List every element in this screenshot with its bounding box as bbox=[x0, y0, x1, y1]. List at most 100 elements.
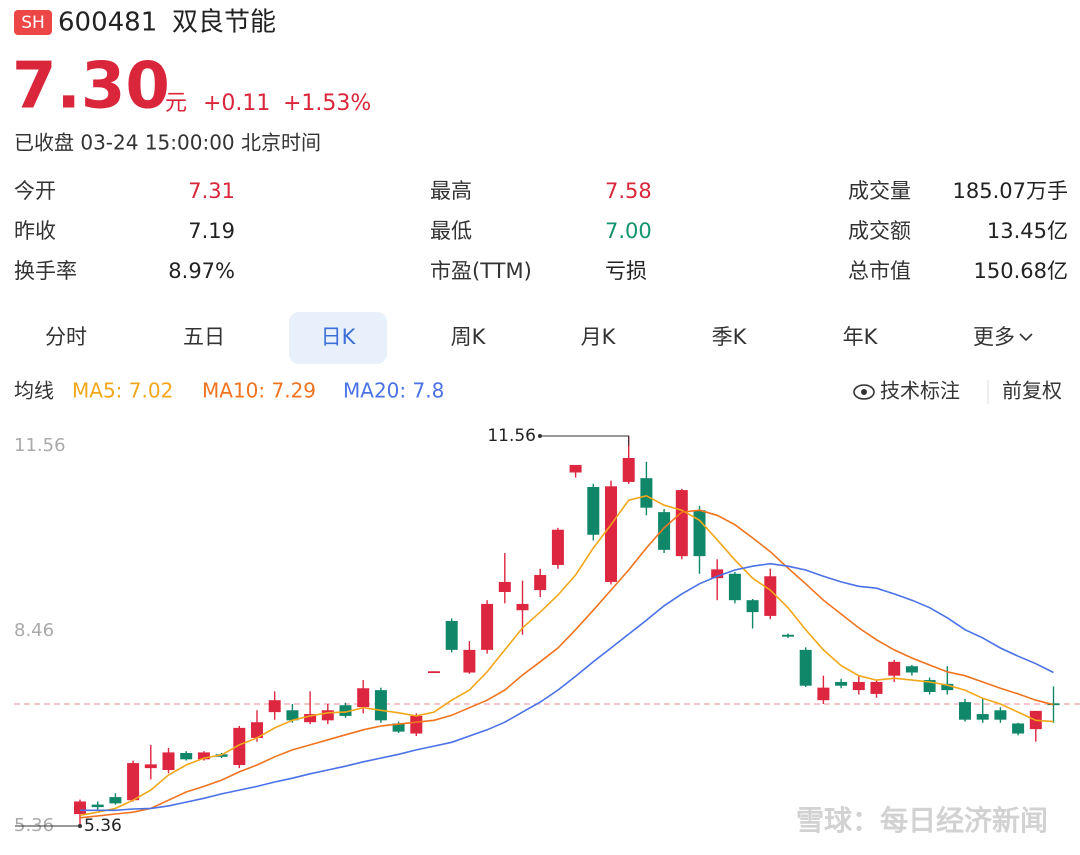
candle-body bbox=[233, 727, 246, 765]
price-change-pct: +1.53% bbox=[283, 91, 371, 116]
watermark: 雪球：每日经济新闻 bbox=[796, 804, 1048, 837]
candle-body bbox=[905, 666, 918, 673]
candle-body bbox=[268, 700, 281, 713]
candle-body bbox=[605, 486, 617, 582]
y-tick-label: 8.46 bbox=[14, 620, 54, 641]
stat-value: 13.45亿 bbox=[987, 219, 1068, 243]
tab[interactable]: 五日 bbox=[183, 325, 225, 349]
legend-title: 均线 bbox=[14, 379, 54, 403]
stat-value: 8.97% bbox=[168, 259, 235, 283]
stock-name: 双良节能 bbox=[172, 8, 276, 38]
candle-body bbox=[498, 581, 511, 592]
candle-body bbox=[888, 661, 901, 676]
ma-line bbox=[79, 494, 1054, 817]
candle-body bbox=[251, 722, 263, 738]
candle-body bbox=[658, 512, 671, 550]
stat-value: 185.07万手 bbox=[953, 179, 1068, 203]
tab[interactable]: 更多 bbox=[973, 325, 1015, 349]
candle-body bbox=[374, 690, 387, 721]
eye-icon bbox=[853, 384, 875, 400]
stat-value: 7.31 bbox=[188, 179, 235, 203]
candle-body bbox=[304, 714, 317, 723]
candle-body bbox=[428, 671, 440, 674]
candle-body bbox=[180, 753, 193, 760]
stat-label: 市盈(TTM) bbox=[430, 259, 532, 283]
stat-label: 昨收 bbox=[14, 219, 56, 243]
candle-body bbox=[976, 714, 989, 720]
price-unit: 元 bbox=[165, 91, 187, 116]
more-chevron bbox=[1019, 333, 1033, 342]
min-dot bbox=[78, 824, 82, 828]
candle-body bbox=[782, 634, 794, 637]
tab[interactable]: 分时 bbox=[45, 325, 87, 349]
candle-body bbox=[339, 705, 352, 716]
stat-value: 亏损 bbox=[605, 259, 647, 283]
exchange-badge bbox=[14, 10, 52, 35]
candle-body bbox=[569, 464, 582, 473]
price-change: +0.11 bbox=[203, 91, 270, 116]
candle-body bbox=[410, 715, 423, 734]
candle-body bbox=[392, 723, 405, 732]
stat-value: 150.68亿 bbox=[974, 259, 1068, 283]
candle-body bbox=[197, 752, 210, 760]
max-label: 11.56 bbox=[487, 426, 536, 446]
stat-label: 成交额 bbox=[848, 219, 911, 243]
tab[interactable]: 日K bbox=[321, 325, 357, 349]
adjust-label[interactable]: 前复权 bbox=[1002, 379, 1062, 403]
tab[interactable]: 年K bbox=[843, 325, 879, 349]
stat-value: 7.19 bbox=[188, 219, 235, 243]
status: 已收盘 03-24 15:00:00 北京时间 bbox=[14, 131, 321, 155]
candle-body bbox=[923, 680, 936, 693]
candle-body bbox=[162, 752, 175, 771]
candle-body bbox=[640, 478, 653, 508]
stock-code: 600481 bbox=[58, 8, 157, 38]
stat-value: 7.58 bbox=[605, 179, 652, 203]
candle-body bbox=[144, 764, 157, 769]
stat-label: 成交量 bbox=[848, 179, 911, 203]
candle-body bbox=[551, 529, 564, 565]
legend-entry: MA10: 7.29 bbox=[202, 379, 316, 403]
candle-body bbox=[91, 804, 104, 808]
candle-body bbox=[675, 490, 688, 557]
min-label: 5.36 bbox=[84, 816, 122, 836]
candle-body bbox=[693, 510, 706, 557]
candle-body bbox=[711, 569, 724, 579]
ma-line bbox=[79, 509, 1054, 819]
candle-body bbox=[286, 710, 299, 721]
stat-label: 总市值 bbox=[848, 259, 911, 283]
candle-body bbox=[870, 681, 883, 694]
candle-body bbox=[516, 603, 529, 611]
candle-body bbox=[622, 458, 635, 482]
candle-body bbox=[852, 681, 865, 691]
candle-body bbox=[445, 620, 458, 650]
tool-label[interactable]: 技术标注 bbox=[880, 379, 960, 403]
tab[interactable]: 月K bbox=[581, 325, 617, 349]
candle-body bbox=[74, 801, 86, 815]
candle-body bbox=[764, 576, 777, 616]
candle-body bbox=[835, 681, 848, 686]
candle-body bbox=[941, 683, 954, 691]
candle-body bbox=[1012, 723, 1025, 734]
candle-body bbox=[959, 702, 971, 720]
candle-body bbox=[728, 573, 741, 601]
candle-body bbox=[534, 575, 547, 591]
candle-body bbox=[357, 688, 370, 708]
stat-value: 7.00 bbox=[605, 219, 652, 243]
candle-body bbox=[127, 763, 140, 801]
stat-label: 今开 bbox=[14, 179, 56, 203]
tab[interactable]: 季K bbox=[712, 325, 748, 349]
legend-entry: MA20: 7.8 bbox=[343, 379, 444, 403]
price: 7.30 bbox=[12, 50, 170, 124]
candle-body bbox=[587, 486, 600, 535]
stat-label: 最低 bbox=[430, 219, 472, 243]
tab[interactable]: 周K bbox=[451, 325, 487, 349]
max-dot bbox=[538, 434, 542, 438]
active-tab-bg bbox=[289, 312, 387, 364]
candle-body bbox=[481, 603, 494, 650]
stat-label: 换手率 bbox=[14, 259, 77, 283]
candle-body bbox=[799, 649, 812, 686]
y-tick-label: 11.56 bbox=[14, 435, 66, 456]
ma-line bbox=[80, 562, 1054, 812]
